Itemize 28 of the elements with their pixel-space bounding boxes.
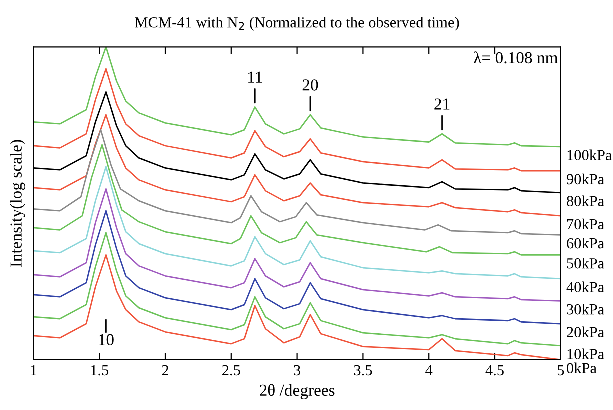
series-label: 50kPa bbox=[567, 258, 604, 269]
annotation: 21 bbox=[434, 98, 450, 110]
x-axis-title: 2θ /degrees bbox=[260, 384, 335, 400]
series-label: 80kPa bbox=[567, 196, 604, 206]
series-label: 60kPa bbox=[567, 238, 604, 249]
annotation: 11 bbox=[248, 72, 262, 83]
annotation: 20 bbox=[302, 80, 318, 91]
x-tick-label: 1 bbox=[31, 365, 37, 376]
x-tick-label: 3 bbox=[294, 365, 301, 376]
series-label: 20kPa bbox=[567, 326, 604, 338]
annotation: 10 bbox=[99, 334, 114, 346]
x-tick-label: 2.5 bbox=[222, 365, 240, 376]
series-label: 70kPa bbox=[567, 218, 604, 230]
annotation: λ= 0.108 nm bbox=[474, 52, 558, 64]
x-tick-label: 4.5 bbox=[486, 365, 504, 376]
chart-title: MCM-41 with N$_{2}$ (Normalized to the observed time) bbox=[135, 17, 460, 31]
x-tick-label: 5 bbox=[558, 365, 564, 376]
series-label: 10kPa bbox=[568, 348, 604, 360]
series-label: 30kPa bbox=[567, 304, 604, 315]
x-tick-label: 3.5 bbox=[354, 365, 372, 376]
x-tick-label: 1.5 bbox=[91, 365, 109, 376]
series-label: 40kPa bbox=[566, 282, 604, 293]
x-tick-label: 2 bbox=[162, 365, 168, 376]
x-tick-label: 4 bbox=[426, 365, 433, 376]
series-label: 0kPa bbox=[567, 362, 597, 374]
series-label: 90kPa bbox=[566, 174, 604, 185]
series-label: 100kPa bbox=[568, 150, 612, 160]
y-axis-title: Intensity(log scale) bbox=[10, 140, 26, 268]
